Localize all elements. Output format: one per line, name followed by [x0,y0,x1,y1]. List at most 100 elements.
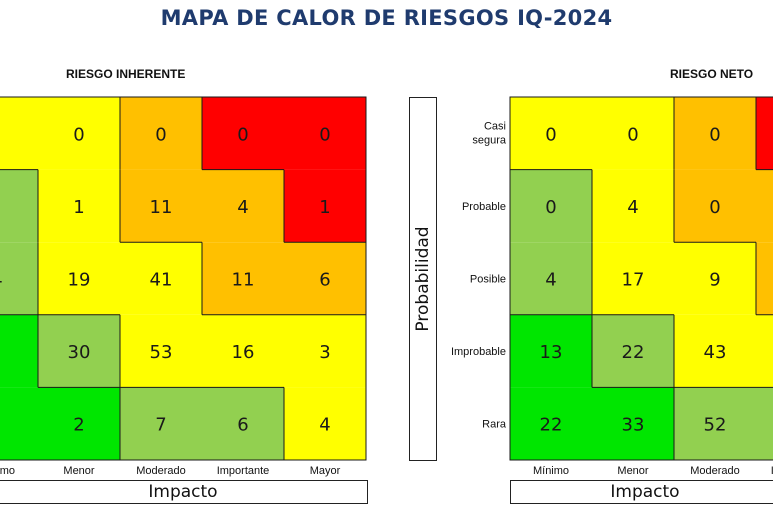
inherent-cell [120,169,202,243]
inherent-cell [0,387,38,460]
net-cell-value: 0 [545,197,556,218]
net-column-label: Importante [771,465,773,477]
net-cell-value: 0 [545,124,556,145]
net-cell [510,97,592,170]
inherent-column-label: Moderado [136,465,186,477]
inherent-cell-value: 19 [68,270,91,291]
inherent-cell-value: 11 [150,197,173,218]
net-cell-value: 52 [704,415,727,436]
net-column-label: Moderado [690,465,740,477]
inherent-cell-value: 1 [73,197,84,218]
inherent-column-label: Menor [63,465,95,477]
net-row-label: Casi segura [472,120,507,146]
inherent-cell [284,169,366,243]
net-cell [674,169,756,243]
net-cell [756,314,773,388]
inherent-cell-value: 6 [319,270,330,291]
net-cell [510,387,592,460]
inherent-frame [0,96,367,461]
inherent-cell-value: 0 [237,124,248,145]
inherent-cell-value: 0 [319,124,330,145]
net-cell-value: 22 [540,415,563,436]
net-cell [510,169,592,243]
left-impact-axis-label: Impacto [0,480,368,504]
inherent-cell-value: 0 [73,124,84,145]
net-row-label: Improbable [451,346,506,358]
net-cell [756,242,773,315]
net-cell [756,97,773,170]
net-column-label: Mínimo [533,465,569,477]
inherent-column-label: Mínimo [0,465,15,477]
inherent-column-label: Importante [217,465,270,477]
net-cell-value: 4 [545,270,556,291]
net-row-label: Rara [482,419,507,431]
net-cell-value: 13 [540,342,563,363]
probability-axis-label: Probabilidad [413,226,433,332]
inherent-cell [0,314,38,388]
net-cell [674,242,756,315]
net-row-label: Posible [470,274,506,286]
inherent-cell-value: 4 [319,415,330,436]
inherent-cell [284,242,366,315]
inherent-cell [38,387,120,460]
page-title: MAPA DE CALOR DE RIESGOS IQ-2024 [160,6,613,30]
inherent-cell-value: 7 [155,415,166,436]
inherent-cell [202,387,284,460]
inherent-cell-value: 53 [150,342,173,363]
inherent-cell-value: 3 [319,342,330,363]
net-cell [510,314,592,388]
left-map-title: RIESGO INHERENTE [66,67,186,81]
inherent-cell [202,97,284,170]
inherent-cell-value: 2 [73,415,84,436]
inherent-cell-value: 41 [150,270,173,291]
inherent-cell [38,169,120,243]
inherent-cell [120,314,202,388]
net-cell [592,97,674,170]
inherent-cell [0,169,38,243]
net-cell [756,169,773,243]
inherent-cell-value: 16 [232,342,255,363]
net-cell [674,97,756,170]
inherent-cell [202,169,284,243]
net-column-label: Menor [617,465,649,477]
net-cell-value: 0 [627,124,638,145]
net-cell [510,242,592,315]
net-cell-value: 9 [709,270,720,291]
inherent-cell-value: 4 [0,270,3,291]
inherent-cell-value: 0 [155,124,166,145]
inherent-cell [38,314,120,388]
net-cell [592,387,674,460]
right-map-title: RIESGO NETO [670,67,754,81]
net-frame [509,96,773,461]
inherent-cell [120,242,202,315]
inherent-cell-value: 1 [319,197,330,218]
net-cell-value: 4 [627,197,638,218]
net-cell [592,169,674,243]
net-cell [674,387,756,460]
probability-axis-box: Probabilidad [409,97,437,461]
right-impact-axis-label: Impacto [510,480,773,504]
inherent-cell-value: 11 [232,270,255,291]
inherent-cell [284,387,366,460]
inherent-cell [202,314,284,388]
inherent-cell [202,242,284,315]
net-cell-value: 0 [709,124,720,145]
inherent-cell [284,314,366,388]
inherent-cell [0,97,38,170]
inherent-cell-value: 4 [237,197,248,218]
inherent-cell [38,97,120,170]
inherent-column-label: Mayor [310,465,341,477]
inherent-cell [0,242,38,315]
inherent-cell-value: 30 [68,342,91,363]
net-cell-value: 33 [622,415,645,436]
net-cell-value: 22 [622,342,645,363]
inherent-cell-value: 6 [237,415,248,436]
net-cell-value: 0 [709,197,720,218]
net-cell-value: 17 [622,270,645,291]
inherent-cell [284,97,366,170]
net-cell [756,387,773,460]
net-cell [592,242,674,315]
net-cell-value: 43 [704,342,727,363]
